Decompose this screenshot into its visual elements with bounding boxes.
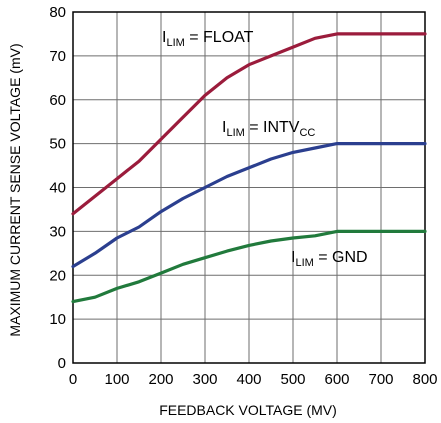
plot-border	[72, 11, 426, 364]
series-line-1	[71, 142, 427, 269]
series-label-0: ILIM = FLOAT	[162, 29, 254, 49]
x-tick-label: 400	[236, 371, 261, 388]
x-tick-label: 200	[148, 371, 173, 388]
x-tick-label: 100	[104, 371, 129, 388]
series-label-1: ILIM = INTVCC	[222, 119, 315, 139]
x-tick-label: 0	[69, 371, 77, 388]
x-tick-label: 300	[192, 371, 217, 388]
y-tick-label: 10	[49, 311, 66, 328]
x-tick-label: 700	[368, 371, 393, 388]
plot-frame	[72, 11, 426, 364]
series-label-2: ILIM = GND	[291, 249, 368, 269]
series-lines	[71, 32, 427, 304]
y-tick-label: 20	[49, 267, 66, 284]
y-tick-label: 80	[49, 4, 66, 21]
y-tick-label: 30	[49, 223, 66, 240]
x-tick-label: 500	[280, 371, 305, 388]
x-tick-label: 600	[324, 371, 349, 388]
y-axis-label: MAXIMUM CURRENT SENSE VOLTAGE (mV)	[7, 43, 23, 336]
y-tick-labels: 0 10 20 30 40 50 60 70 80	[49, 4, 66, 372]
y-tick-label: 70	[49, 48, 66, 65]
x-axis-label: FEEDBACK VOLTAGE (MV)	[159, 402, 337, 418]
y-tick-label: 50	[49, 136, 66, 153]
x-tick-labels: 0 100 200 300 400 500 600 700 800	[69, 371, 438, 388]
y-tick-label: 60	[49, 92, 66, 109]
y-tick-label: 40	[49, 180, 66, 197]
x-tick-label: 800	[412, 371, 437, 388]
series-line-2	[71, 229, 427, 304]
series-line-0	[71, 32, 427, 216]
y-tick-label: 0	[58, 355, 66, 372]
series-labels: ILIM = FLOAT ILIM = INTVCC ILIM = GND	[162, 29, 368, 269]
